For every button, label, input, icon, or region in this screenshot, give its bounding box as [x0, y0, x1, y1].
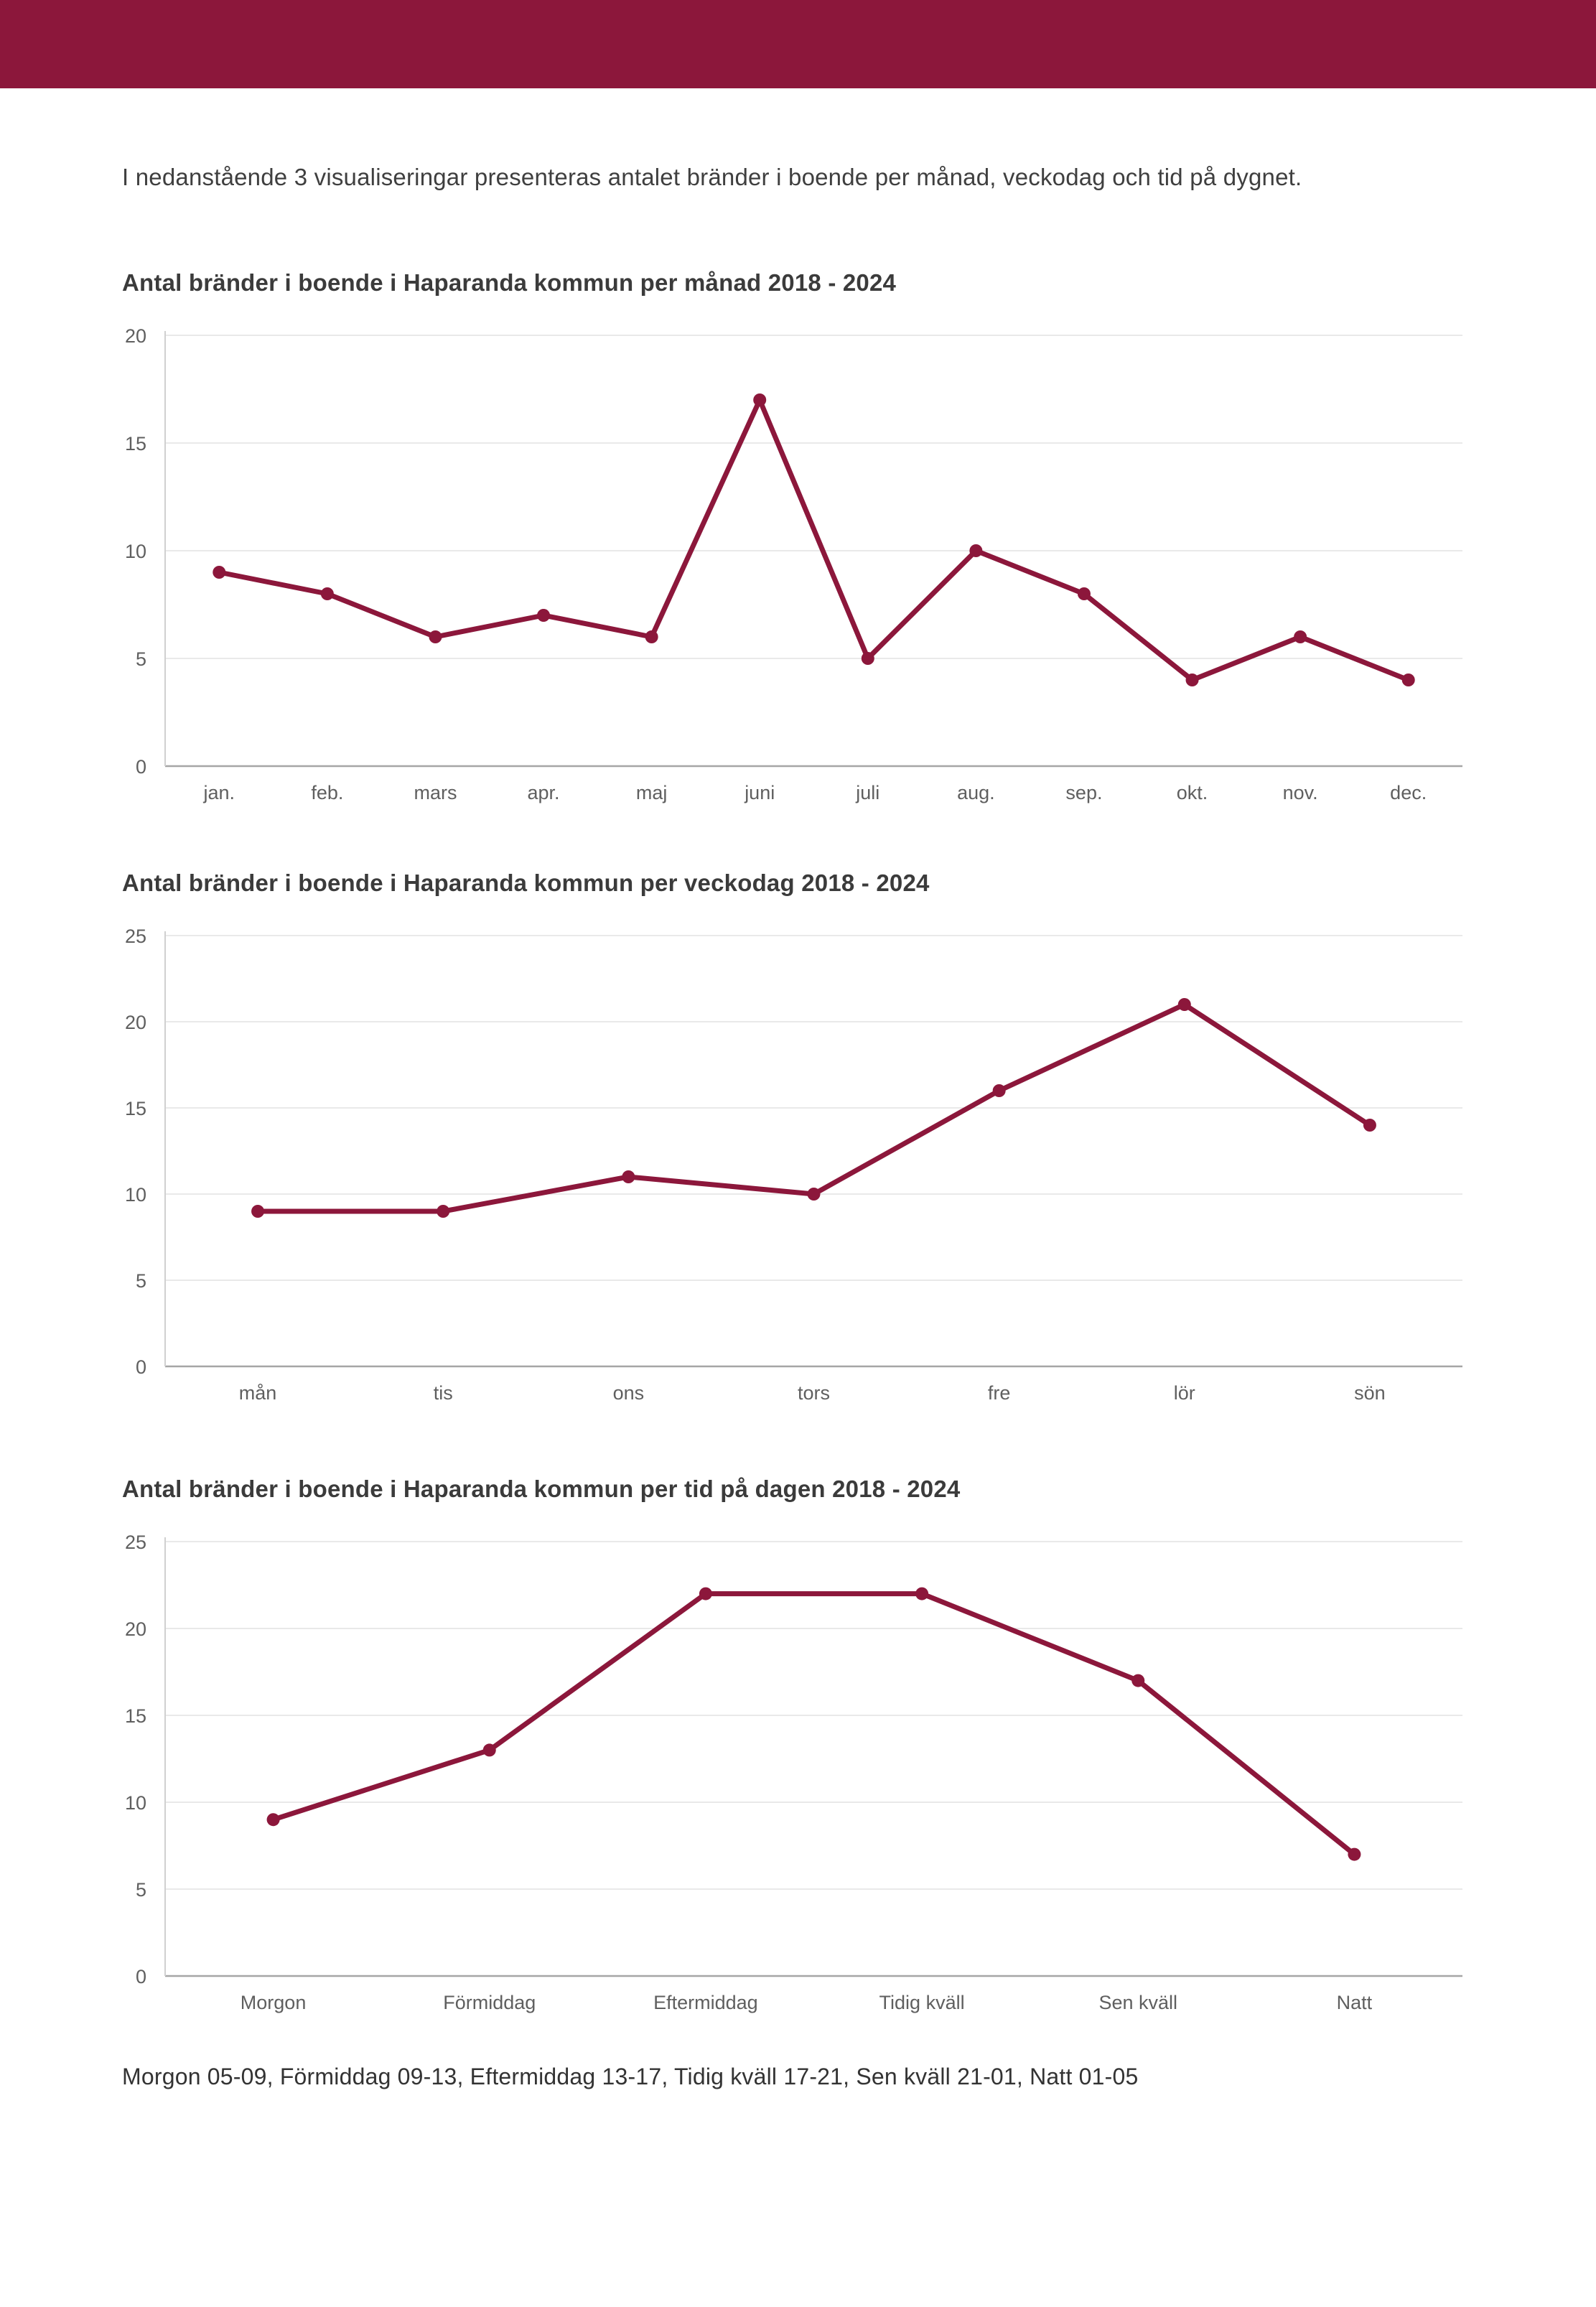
x-tick-label: aug. — [957, 782, 995, 803]
x-tick-label: Tidig kväll — [879, 1992, 965, 2013]
y-tick-label: 20 — [125, 325, 146, 347]
data-point-fre[interactable] — [992, 1084, 1006, 1097]
data-point-tis[interactable] — [437, 1205, 450, 1218]
y-tick-label: 20 — [125, 1012, 146, 1033]
x-tick-label: dec. — [1390, 782, 1427, 803]
data-point-dec[interactable] — [1401, 674, 1415, 686]
x-tick-label: okt. — [1177, 782, 1208, 803]
data-point-morgon[interactable] — [266, 1813, 280, 1827]
x-tick-label: juli — [855, 782, 879, 803]
chart-title-time-of-day: Antal bränder i boende i Haparanda kommu… — [122, 1476, 961, 1503]
x-tick-label: mån — [239, 1382, 277, 1404]
x-tick-label: ons — [613, 1382, 645, 1404]
data-point-apr[interactable] — [537, 609, 551, 622]
time-ranges-note: Morgon 05-09, Förmiddag 09-13, Eftermidd… — [122, 2064, 1139, 2089]
data-point-okt[interactable] — [1185, 674, 1199, 686]
y-tick-label: 5 — [136, 1270, 146, 1292]
header-bar — [0, 0, 1596, 88]
x-tick-label: tis — [434, 1382, 453, 1404]
line-series — [216, 397, 1411, 683]
data-point-sön[interactable] — [1363, 1119, 1376, 1132]
data-point-feb[interactable] — [320, 587, 334, 600]
x-tick-label: tors — [798, 1382, 830, 1404]
x-tick-label: sep. — [1065, 782, 1102, 803]
data-point-juni[interactable] — [753, 393, 767, 406]
x-tick-label: fre — [988, 1382, 1011, 1404]
y-tick-label: 15 — [125, 1098, 146, 1119]
data-point-natt[interactable] — [1348, 1847, 1361, 1861]
data-point-jan[interactable] — [213, 566, 226, 579]
data-point-maj[interactable] — [645, 630, 658, 643]
data-point-nov[interactable] — [1294, 630, 1307, 643]
x-tick-label: Förmiddag — [443, 1992, 536, 2013]
x-tick-label: Morgon — [241, 1992, 307, 2013]
y-tick-label: 25 — [125, 926, 146, 947]
x-tick-label: jan. — [203, 782, 235, 803]
y-tick-label: 10 — [125, 541, 146, 562]
y-tick-label: 15 — [125, 433, 146, 455]
x-tick-label: lör — [1174, 1382, 1195, 1404]
y-tick-label: 0 — [136, 1356, 146, 1378]
data-point-eftermiddag[interactable] — [699, 1587, 712, 1600]
y-tick-label: 5 — [136, 648, 146, 670]
y-tick-label: 0 — [136, 1966, 146, 1987]
y-tick-label: 10 — [125, 1184, 146, 1206]
y-tick-label: 10 — [125, 1792, 146, 1814]
data-point-lör[interactable] — [1177, 998, 1191, 1011]
data-point-mars[interactable] — [429, 630, 442, 643]
x-tick-label: Sen kväll — [1098, 1992, 1177, 2013]
data-point-juli[interactable] — [861, 652, 874, 665]
data-point-sep[interactable] — [1077, 587, 1091, 600]
data-point-aug[interactable] — [969, 544, 983, 557]
data-point-senkväll[interactable] — [1131, 1674, 1145, 1687]
x-tick-label: sön — [1354, 1382, 1386, 1404]
data-point-ons[interactable] — [622, 1170, 635, 1183]
x-tick-label: juni — [744, 782, 775, 803]
x-tick-label: maj — [636, 782, 668, 803]
intro-text: I nedanstående 3 visualiseringar present… — [122, 164, 1302, 190]
line-series — [271, 1591, 1357, 1858]
x-tick-label: mars — [414, 782, 457, 803]
data-point-mån[interactable] — [251, 1205, 265, 1218]
chart-title-monthly: Antal bränder i boende i Haparanda kommu… — [122, 269, 897, 297]
monthly-line-chart: 0 5 10 15 20 jan. feb. mars apr. maj juni juli aug. s… — [125, 325, 1462, 803]
data-point-tidigkväll[interactable] — [915, 1587, 929, 1600]
y-tick-label: 25 — [125, 1532, 146, 1553]
y-tick-label: 15 — [125, 1705, 146, 1727]
y-tick-label: 20 — [125, 1618, 146, 1640]
data-point-förmiddag[interactable] — [482, 1743, 496, 1757]
data-point-tors[interactable] — [807, 1188, 821, 1201]
y-tick-label: 0 — [136, 756, 146, 778]
x-tick-label: Eftermiddag — [653, 1992, 758, 2013]
x-tick-label: Natt — [1337, 1992, 1373, 2013]
x-tick-label: feb. — [311, 782, 343, 803]
x-tick-label: apr. — [528, 782, 560, 803]
weekday-line-chart: 0 5 10 15 20 25 mån tis ons tors fre lör sön — [125, 926, 1462, 1404]
x-tick-label: nov. — [1283, 782, 1318, 803]
y-tick-label: 5 — [136, 1879, 146, 1901]
chart-title-weekday: Antal bränder i boende i Haparanda kommu… — [122, 870, 930, 897]
time-of-day-line-chart: 0 5 10 15 20 25 Morgon Förmiddag Eftermiddag Tidi… — [125, 1532, 1462, 2013]
